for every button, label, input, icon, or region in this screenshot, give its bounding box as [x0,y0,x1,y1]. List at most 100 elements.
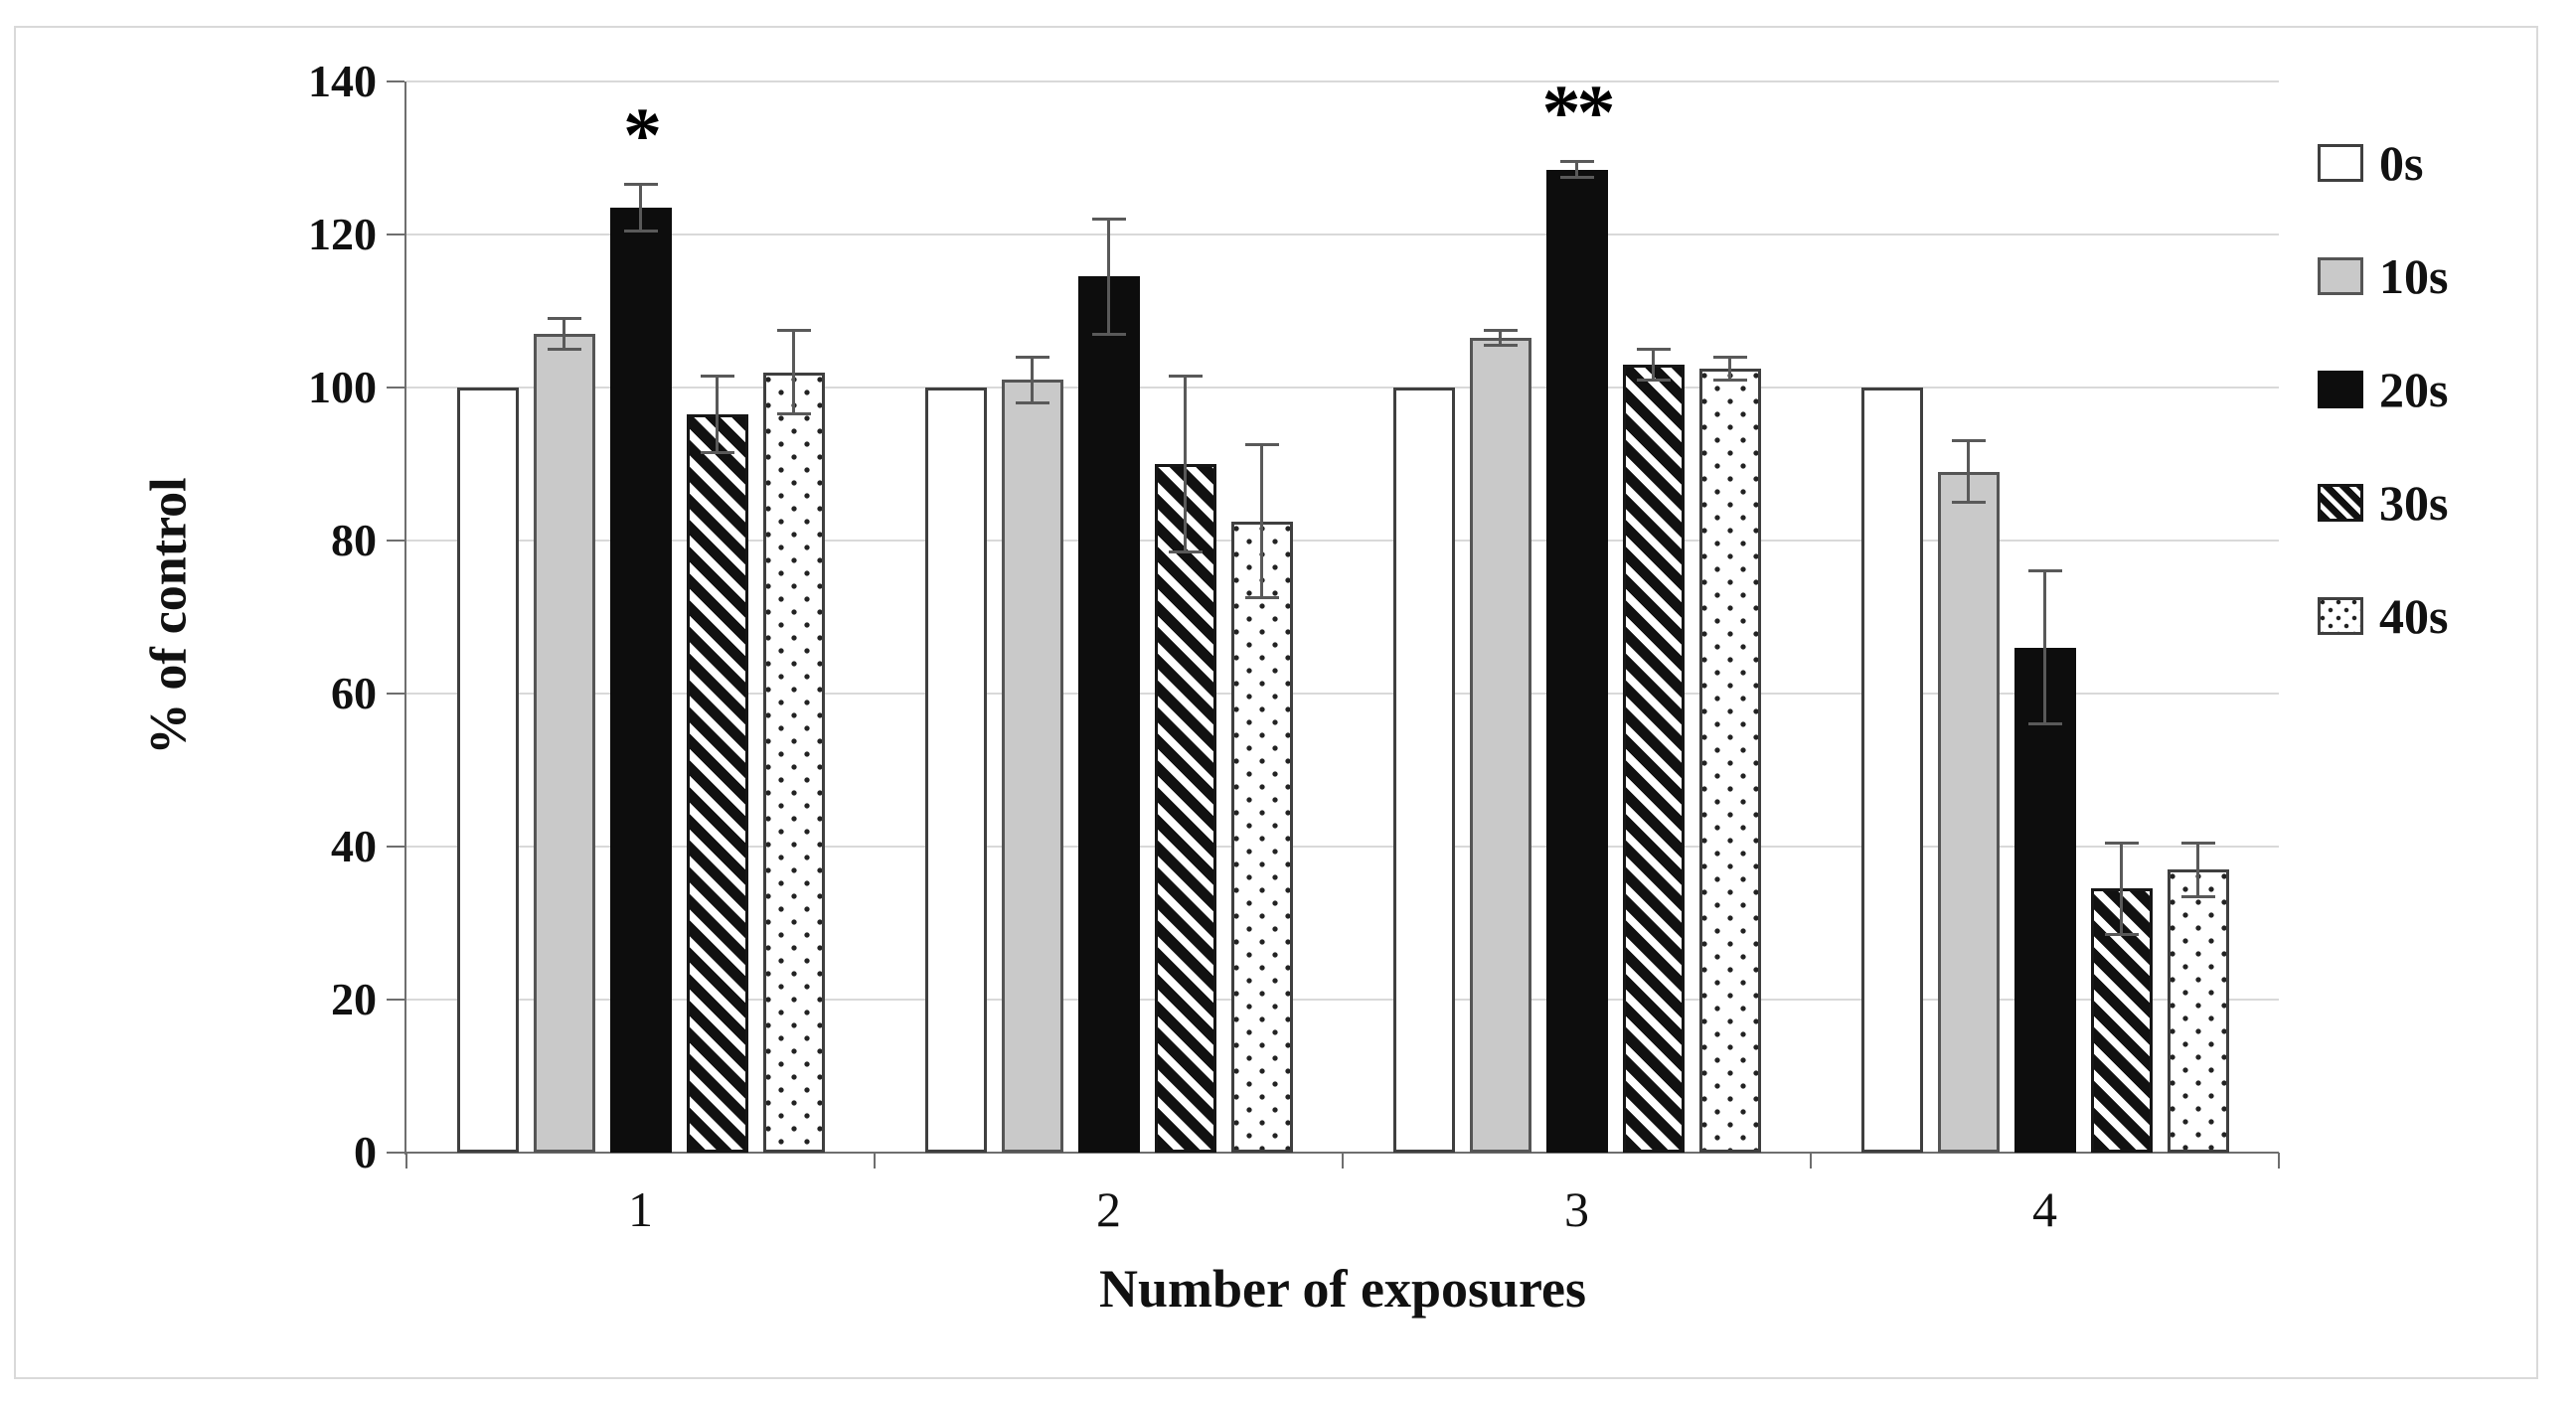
error-bar-30s-exp3 [1652,349,1655,381]
bar-slot-40s-exp3 [1698,81,1761,1153]
error-cap-top-40s-exp1 [776,328,811,332]
gridline-120 [406,234,2279,235]
bar-0s-exp1 [456,388,519,1153]
bar-slot-0s-exp2 [924,81,987,1153]
bar-slot-20s-exp3: ** [1542,73,1616,1153]
y-axis-tick-80 [387,540,404,542]
x-tick-label-3: 3 [1564,1181,1589,1237]
legend-item-20s: 20s [2318,364,2448,415]
error-cap-top-40s-exp2 [1244,443,1279,447]
y-tick-label-20: 20 [331,974,377,1024]
error-cap-bottom-10s-exp1 [547,348,581,351]
legend-label-40s: 40s [2379,588,2449,644]
y-axis-tick-40 [387,846,404,848]
error-cap-bottom-40s-exp3 [1712,378,1747,382]
x-tick-label-4: 4 [2032,1181,2057,1237]
error-bar-10s-exp3 [1499,330,1502,346]
x-axis-tick-2 [1342,1153,1344,1169]
y-tick-label-120: 120 [308,209,377,259]
y-axis-tick-100 [387,387,404,389]
y-tick-label-0: 0 [354,1127,377,1177]
bar-0s-exp3 [1392,388,1455,1153]
y-axis-tick-140 [387,80,404,82]
bar-30s-exp2 [1154,464,1216,1153]
bar-slot-20s-exp4 [2013,81,2076,1153]
error-bar-30s-exp1 [716,376,719,453]
error-bar-20s-exp3 [1575,161,1578,178]
gridline-40 [406,846,2279,848]
significance-annotation-exp3: ** [1541,68,1616,155]
error-cap-top-10s-exp2 [1015,355,1049,359]
bar-group-4 [1811,81,2279,1153]
bar-slot-10s-exp1 [533,81,595,1153]
error-cap-top-20s-exp4 [2027,569,2062,573]
x-axis-tick-labels: 1 2 3 4 [406,1180,2279,1238]
plot-area: * ** 0 20 40 60 80 100 120 140 [308,56,2280,1177]
bar-slot-20s-exp1: * [609,81,672,1153]
error-cap-bottom-20s-exp3 [1559,175,1594,179]
legend-label-10s: 10s [2379,248,2449,304]
bar-slot-30s-exp4 [2090,81,2153,1153]
x-tick-label-1: 1 [628,1181,653,1237]
error-bar-40s-exp1 [792,330,795,414]
error-cap-top-10s-exp3 [1483,328,1518,332]
legend-label-20s: 20s [2379,362,2449,417]
error-cap-top-20s-exp3 [1559,160,1594,164]
error-cap-bottom-30s-exp1 [700,450,734,454]
legend-swatch-0s-icon [2318,144,2363,182]
x-axis-title: Number of exposures [1098,1259,1586,1319]
bar-slot-30s-exp3 [1622,81,1685,1153]
y-axis-tick-60 [387,693,404,695]
bar-slot-0s-exp4 [1860,81,1923,1153]
error-cap-top-30s-exp2 [1168,374,1203,378]
y-tick-label-100: 100 [308,362,377,412]
error-cap-top-20s-exp1 [623,183,658,187]
x-axis-tick-3 [1810,1153,1812,1169]
y-tick-label-40: 40 [331,821,377,871]
error-bar-40s-exp2 [1260,444,1263,598]
legend-item-40s: 40s [2318,590,2448,642]
bar-slot-30s-exp1 [686,81,748,1153]
bar-0s-exp2 [924,388,987,1153]
error-cap-bottom-30s-exp2 [1168,550,1203,554]
legend-item-0s: 0s [2318,137,2448,189]
bar-10s-exp2 [1001,380,1063,1153]
x-axis-tick-4 [2278,1153,2280,1169]
bar-20s-exp3 [1545,169,1608,1153]
bar-10s-exp4 [1937,471,2000,1153]
error-cap-bottom-30s-exp3 [1636,378,1671,382]
error-bar-30s-exp2 [1184,376,1187,552]
gridline-140 [406,80,2279,82]
legend-label-30s: 30s [2379,475,2449,531]
bar-slot-10s-exp3 [1469,81,1531,1153]
error-cap-bottom-40s-exp2 [1244,596,1279,600]
error-cap-bottom-20s-exp2 [1091,332,1126,336]
error-cap-top-10s-exp4 [1951,439,1986,443]
bar-slot-30s-exp2 [1154,81,1216,1153]
error-bar-40s-exp4 [2196,843,2199,897]
legend-item-30s: 30s [2318,477,2448,529]
legend-label-0s: 0s [2379,135,2424,191]
legend-swatch-20s-icon [2318,371,2363,408]
gridline-20 [406,999,2279,1001]
error-cap-top-30s-exp3 [1636,348,1671,351]
y-tick-label-80: 80 [331,515,377,565]
error-cap-bottom-40s-exp1 [776,412,811,416]
bar-30s-exp1 [686,413,748,1153]
bar-20s-exp2 [1077,276,1140,1153]
legend-swatch-10s-icon [2318,257,2363,295]
y-tick-label-140: 140 [308,56,377,106]
gridline-100 [406,387,2279,389]
bar-slot-40s-exp4 [2167,81,2229,1153]
bar-40s-exp3 [1698,368,1761,1153]
bar-20s-exp1 [609,208,672,1153]
bar-groups: * ** [406,73,2279,1153]
x-axis-tick-0 [405,1153,407,1169]
bar-group-3: ** [1343,73,1811,1153]
error-cap-top-10s-exp1 [547,317,581,321]
error-bar-20s-exp4 [2043,570,2046,724]
bar-0s-exp4 [1860,388,1923,1153]
error-cap-bottom-30s-exp4 [2104,933,2139,937]
bar-slot-0s-exp3 [1392,81,1455,1153]
x-tick-label-2: 2 [1096,1181,1121,1237]
